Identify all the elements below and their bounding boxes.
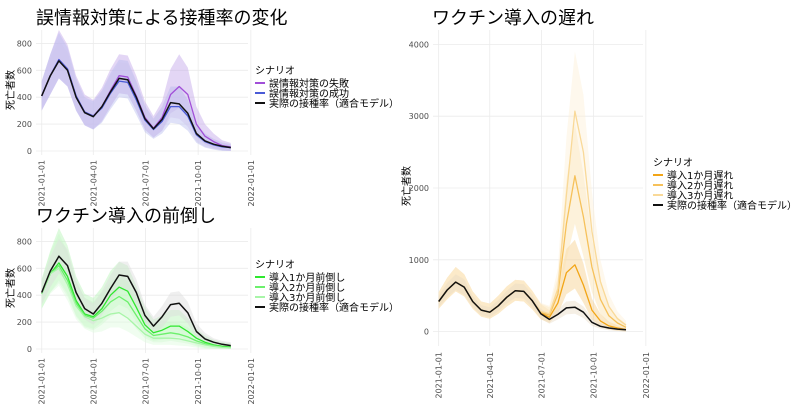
y-tick-label: 0: [424, 328, 429, 337]
x-tick-label: 2021-10-01: [194, 358, 203, 405]
y-axis-label-misinformation: 死亡者数: [4, 70, 17, 110]
x-tick-label: 2021-10-01: [590, 352, 599, 399]
x-tick-label: 2021-04-01: [89, 358, 98, 405]
plot-area: [36, 30, 248, 155]
uncertainty-band: [41, 30, 231, 151]
y-tick-label: 800: [17, 237, 32, 246]
x-tick-label: 2021-07-01: [141, 160, 150, 207]
chart-title-delayed-rollout: ワクチン導入の遅れ: [432, 8, 594, 29]
y-tick-label: 600: [17, 264, 32, 273]
series-line: [438, 281, 627, 331]
x-tick-label: 2021-07-01: [141, 358, 150, 405]
chart-panel-delayed-rollout: ワクチン導入の遅れ 死亡者数 シナリオ 0 1000 2000 3000 4000 202…: [400, 8, 797, 399]
x-tick-label: 2021-01-01: [435, 352, 444, 399]
y-tick-label: 800: [17, 39, 32, 48]
y-tick-label: 400: [17, 93, 32, 102]
chart-panel-misinformation: 誤情報対策による接種率の変化 死亡者数 シナリオ 0 200 400 600 800 20…: [4, 8, 399, 207]
legend-item: 実際の接種率（適合モデル）: [667, 199, 797, 212]
x-tick-label: 2022-01-01: [247, 358, 256, 405]
y-tick-label: 1000: [409, 256, 429, 265]
x-tick-label: 2022-01-01: [642, 352, 651, 399]
y-tick-label: 3000: [409, 112, 429, 121]
legend-item: 実際の接種率（適合モデル）: [269, 301, 399, 314]
series-line: [41, 255, 231, 347]
chart-title-misinformation: 誤情報対策による接種率の変化: [36, 8, 287, 29]
y-tick-label: 400: [17, 291, 32, 300]
x-tick-label: 2021-07-01: [537, 352, 546, 399]
uncertainty-band: [438, 123, 626, 331]
y-tick-label: 600: [17, 66, 32, 75]
y-tick-label: 0: [27, 147, 32, 156]
legend-title-delayed-rollout: シナリオ: [653, 157, 693, 169]
uncertainty-band: [438, 274, 626, 332]
uncertainty-band: [41, 233, 231, 349]
legend-item: 誤情報対策の失敗: [269, 77, 349, 90]
legend-item: 導入3か月前倒し: [269, 291, 345, 304]
legend-item: 導入1か月遅れ: [667, 169, 733, 182]
legend-item: 誤情報対策の成功: [269, 87, 349, 100]
x-tick-label: 2021-01-01: [38, 358, 47, 405]
chart-title-earlier-rollout: ワクチン導入の前倒し: [36, 206, 216, 227]
series-line: [41, 267, 231, 349]
uncertainty-band: [438, 239, 626, 332]
y-tick-label: 2000: [409, 184, 429, 193]
y-tick-label: 200: [17, 318, 32, 327]
legend-title-earlier-rollout: シナリオ: [255, 259, 295, 271]
x-tick-label: 2022-01-01: [247, 160, 256, 207]
legend-item: 導入2か月前倒し: [269, 281, 345, 294]
series-line: [41, 60, 231, 149]
x-tick-label: 2021-01-01: [38, 160, 47, 207]
legend-item: 導入2か月遅れ: [667, 179, 733, 192]
y-tick-label: 4000: [409, 40, 429, 49]
legend-item: 実際の接種率（適合モデル）: [269, 97, 399, 110]
y-axis-label-earlier-rollout: 死亡者数: [4, 268, 17, 308]
uncertainty-band: [41, 32, 231, 152]
legend-item: 導入1か月前倒し: [269, 271, 345, 284]
uncertainty-band: [438, 51, 626, 330]
series-line: [41, 262, 231, 348]
y-tick-label: 200: [17, 120, 32, 129]
legend-title-misinformation: シナリオ: [255, 65, 295, 77]
x-tick-label: 2021-10-01: [194, 160, 203, 207]
x-tick-label: 2021-04-01: [89, 160, 98, 207]
series-line: [41, 264, 231, 349]
y-axis-label-delayed-rollout: 死亡者数: [400, 166, 413, 206]
x-tick-label: 2021-04-01: [486, 352, 495, 399]
chart-panel-earlier-rollout: ワクチン導入の前倒し 死亡者数 シナリオ 0 200 400 600 800 2021-0…: [4, 206, 399, 405]
uncertainty-band: [41, 238, 231, 349]
legend-item: 導入3か月遅れ: [667, 189, 733, 202]
y-tick-label: 0: [27, 345, 32, 354]
